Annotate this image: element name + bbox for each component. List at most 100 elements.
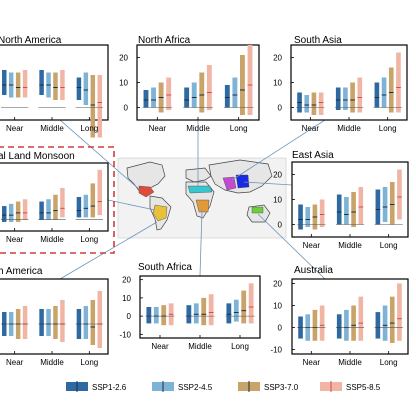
bar-ssp126 [39, 309, 44, 336]
panel-title: al Land Monsoon [0, 151, 75, 162]
bar-ssp585 [22, 70, 28, 98]
bar-ssp370 [388, 67, 394, 113]
bar-ssp585 [248, 283, 254, 324]
bar-ssp245 [344, 309, 349, 341]
x-tick-label: Long [380, 358, 398, 367]
bar-ssp245 [83, 72, 89, 105]
bar-ssp585 [319, 199, 325, 227]
x-tick-label: Near [6, 124, 24, 133]
y-tick-label: 20 [273, 54, 282, 63]
x-tick-label: Near [149, 124, 167, 133]
bar-ssp245 [46, 309, 51, 336]
bar-ssp370 [240, 55, 245, 115]
bar-ssp245 [344, 197, 349, 225]
legend: SSP1-2.6 SSP2-4.5 SSP3-7.0 SSP5-8.5 [66, 381, 381, 392]
legend-label: SSP2-4.5 [178, 383, 213, 392]
bar-ssp126 [335, 87, 341, 110]
bar-ssp585 [22, 199, 28, 220]
bar-ssp370 [201, 297, 207, 326]
y-tick-label: 0 [278, 104, 283, 113]
bar-ssp370 [199, 72, 205, 113]
bar-ssp370 [53, 306, 58, 339]
bar-ssp370 [53, 194, 58, 220]
bar-ssp126 [2, 70, 7, 95]
bar-ssp245 [381, 77, 387, 108]
x-tick-label: Long [380, 241, 398, 250]
bar-ssp370 [312, 309, 318, 341]
connector-line [199, 209, 203, 277]
bar-ssp370 [161, 305, 167, 326]
bar-ssp126 [336, 314, 342, 339]
y-tick-label: 0 [124, 104, 129, 113]
x-tick-label: Near [6, 358, 24, 367]
x-tick-label: Near [6, 235, 24, 244]
bar-ssp370 [90, 75, 96, 138]
y-tick-label: 0 [278, 324, 283, 333]
panel-south-america: h America Near Middle Long [0, 266, 109, 367]
bar-ssp585 [208, 294, 214, 326]
y-tick-label: 10 [273, 301, 282, 310]
bar-ssp370 [15, 201, 21, 222]
y-tick-label: 20 [273, 171, 282, 180]
bar-ssp370 [389, 296, 395, 343]
x-tick-label: Long [231, 342, 249, 351]
panel-title: Australia [294, 265, 333, 276]
panel-title: h America [0, 266, 43, 277]
panel-north-africa: North Africa 20 10 0 Near Middle Long [119, 35, 260, 133]
x-tick-label: Near [151, 342, 169, 351]
bar-ssp126 [76, 197, 82, 218]
y-tick-label: 0 [278, 221, 283, 230]
naf-monsoon-region [187, 185, 213, 194]
bar-ssp585 [60, 187, 65, 218]
x-tick-label: Middle [40, 235, 64, 244]
bar-ssp585 [318, 92, 324, 115]
x-tick-label: Middle [337, 124, 361, 133]
bar-ssp370 [311, 92, 317, 115]
x-tick-label: Middle [188, 342, 212, 351]
legend-label: SSP1-2.6 [92, 383, 127, 392]
x-tick-label: Long [80, 235, 98, 244]
bar-ssp245 [232, 77, 238, 108]
x-tick-label: Long [80, 358, 98, 367]
bar-ssp126 [76, 77, 82, 100]
y-tick-label: -10 [119, 330, 131, 339]
highlight-box [0, 146, 115, 254]
panel-global-land-monsoon: al Land Monsoon Near Middle Long [0, 151, 109, 244]
panel-title: East Asia [292, 150, 334, 161]
bar-ssp585 [358, 187, 364, 225]
bar-ssp126 [374, 82, 380, 108]
bar-ssp245 [83, 306, 89, 339]
x-tick-label: Long [230, 124, 248, 133]
y-tick-label: 20 [273, 279, 282, 288]
sas-monsoon-region [222, 176, 237, 191]
bar-ssp585 [397, 169, 402, 220]
bar-ssp126 [184, 87, 190, 108]
bar-ssp126 [375, 312, 381, 339]
bar-ssp585 [166, 77, 172, 110]
bar-ssp370 [241, 290, 247, 324]
bar-ssp245 [343, 87, 348, 110]
legend-label: SSP3-7.0 [264, 383, 299, 392]
bar-ssp585 [247, 45, 253, 115]
bar-ssp585 [357, 77, 363, 113]
connector-line [59, 221, 158, 280]
panel-south-africa: South Africa 20 10 0 -10 Near Middle Long [119, 262, 261, 351]
saf-monsoon-region [195, 199, 210, 213]
panel-australia: Australia 20 10 0 -10 Near Middle Long [270, 265, 409, 367]
bar-ssp585 [206, 65, 212, 110]
bar-ssp585 [397, 283, 402, 341]
bar-ssp245 [305, 207, 311, 227]
bar-ssp585 [319, 305, 325, 341]
bar-ssp126 [298, 204, 303, 230]
bar-ssp126 [186, 305, 192, 324]
x-tick-label: Long [80, 124, 98, 133]
bar-ssp370 [389, 182, 395, 225]
bar-ssp245 [151, 87, 156, 108]
bar-ssp245 [304, 95, 310, 113]
bar-ssp245 [46, 199, 51, 220]
y-tick-label: -10 [270, 346, 282, 355]
bar-ssp245 [382, 305, 388, 341]
na-monsoon-region [138, 185, 155, 198]
